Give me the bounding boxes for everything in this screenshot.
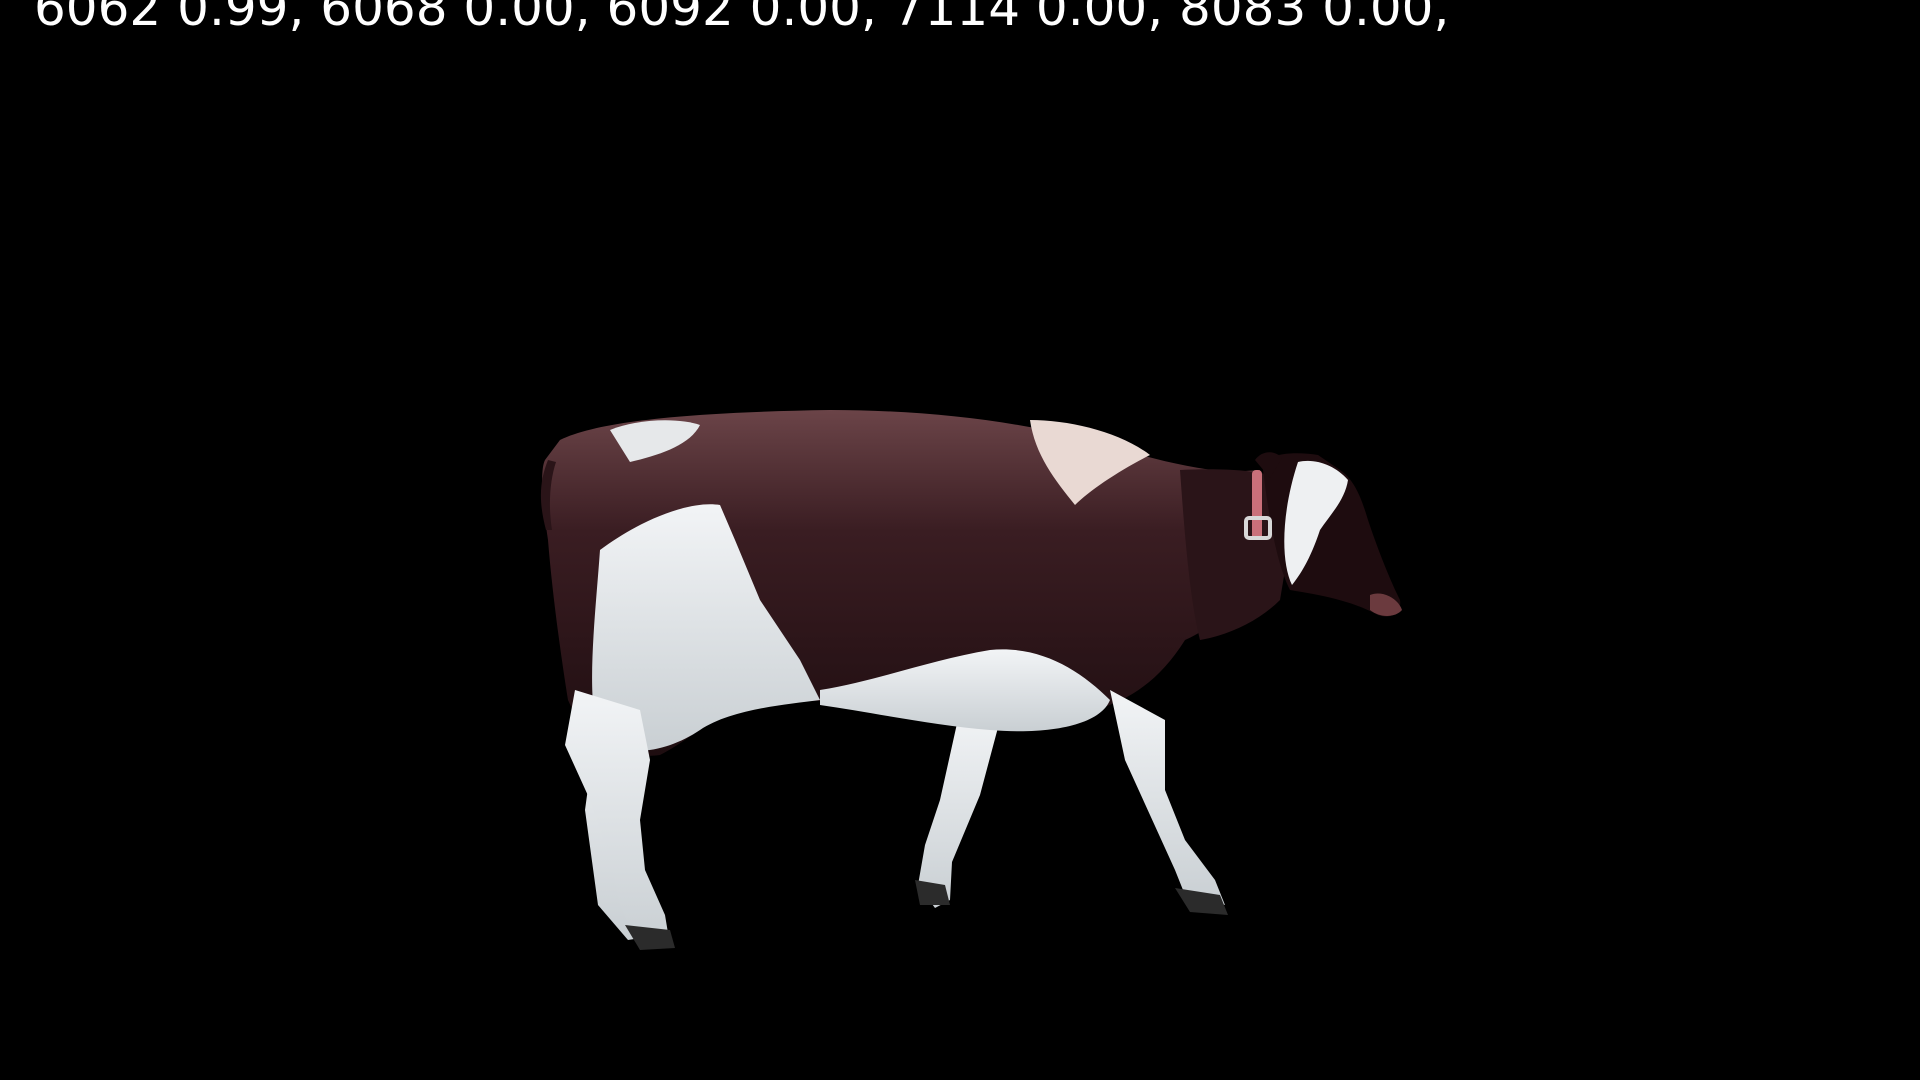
cow-ear	[1255, 452, 1282, 478]
cow-tail	[540, 460, 556, 530]
cow-near-front-hoof	[1175, 888, 1228, 915]
cow-nose	[1370, 593, 1402, 616]
cow-white-back-patch	[610, 420, 700, 462]
cow-near-front-leg	[1110, 690, 1225, 905]
cow-collar	[1252, 470, 1262, 540]
cow-white-shoulder-patch	[1030, 420, 1150, 505]
cow-face-white-patch	[1284, 460, 1348, 585]
cow-far-front-hoof	[915, 880, 950, 905]
cow-near-hind-leg	[565, 690, 670, 945]
classification-scores-text: 6062 0.99, 6068 0.00, 6092 0.00, 7114 0.…	[34, 0, 1450, 37]
cow-white-belly-patch	[592, 504, 820, 751]
cow-white-underbelly	[820, 649, 1110, 732]
cow-neck	[1180, 469, 1290, 640]
cow-collar-buckle	[1244, 516, 1272, 540]
cow-far-front-leg	[918, 710, 1000, 908]
cow-near-hind-hoof	[625, 925, 675, 950]
cow-icon	[540, 410, 1402, 950]
